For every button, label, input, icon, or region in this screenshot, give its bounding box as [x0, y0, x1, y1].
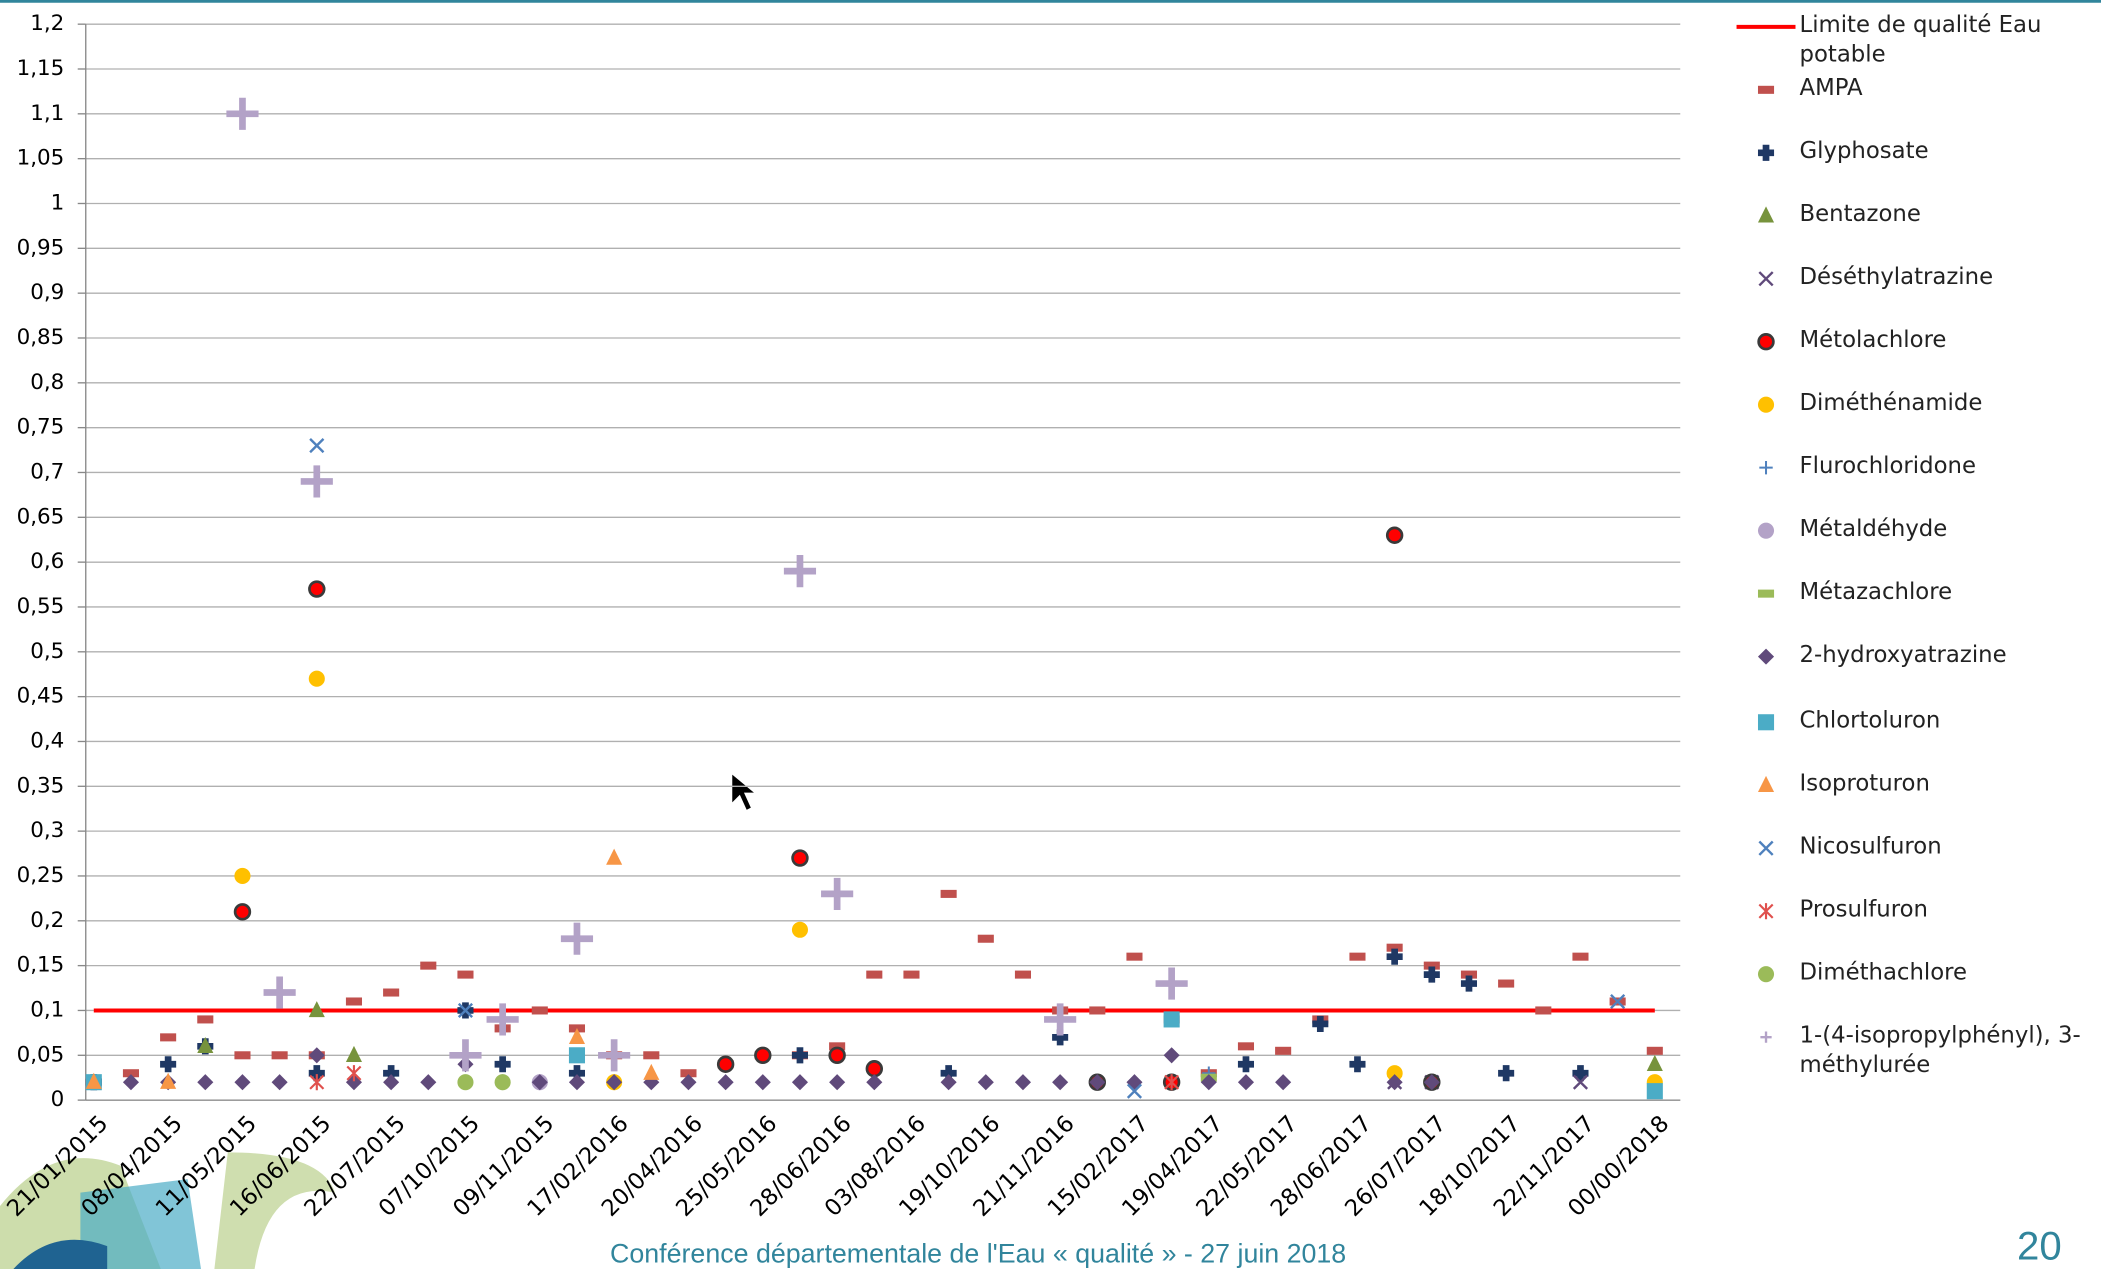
marker-dash [1758, 86, 1774, 94]
marker-circle [1758, 523, 1774, 539]
legend-label: AMPA [1800, 74, 2088, 103]
y-tick-label: 0,7 [30, 459, 64, 484]
marker-dash [978, 935, 994, 943]
y-tick-label: 0,9 [30, 280, 64, 305]
y-tick-label: 0,15 [17, 953, 65, 978]
legend-label: 1-(4-isopropylphényl), 3-méthylurée [1800, 1021, 2088, 1080]
footer: Conférence départementale de l'Eau « qua… [610, 1239, 1346, 1269]
legend-label: Métaldéhyde [1800, 515, 2088, 544]
marker-dash [903, 971, 919, 979]
marker-circle [495, 1074, 511, 1090]
legend-label: Diméthénamide [1800, 389, 2088, 418]
legend-label: Flurochloridone [1800, 452, 2088, 481]
marker-dash [234, 1051, 250, 1059]
marker-circle-outline [1759, 334, 1774, 349]
page-number: 20 [2017, 1223, 2062, 1268]
marker-circle-outline [793, 851, 808, 866]
marker-dash [1275, 1047, 1291, 1055]
y-tick-label: 1,15 [17, 56, 65, 81]
marker-dash [1238, 1042, 1254, 1050]
y-tick-label: 0,8 [30, 370, 64, 395]
marker-dash [1498, 980, 1514, 988]
marker-dash [1015, 971, 1031, 979]
legend-label: Bentazone [1800, 200, 2088, 229]
y-tick-label: 1,1 [30, 101, 64, 126]
legend-item: 1-(4-isopropylphényl), 3-méthylurée [1760, 1021, 2087, 1101]
marker-dash [866, 971, 882, 979]
marker-circle-outline [309, 582, 324, 597]
y-tick-label: 0,3 [30, 818, 64, 843]
y-tick-label: 0,65 [17, 504, 65, 529]
y-tick-label: 0,25 [17, 863, 65, 888]
legend-label: Glyphosate [1800, 137, 2088, 166]
marker-dash [941, 890, 957, 898]
marker-square [1758, 714, 1774, 730]
y-tick-label: 0,75 [17, 415, 65, 440]
y-tick-label: 0,95 [17, 235, 65, 260]
marker-circle-outline [235, 904, 250, 919]
y-tick-label: 0,35 [17, 773, 65, 798]
y-tick-label: 0,1 [30, 997, 64, 1022]
slide: Conférence départementale de l'Eau « qua… [0, 0, 2101, 1269]
marker-dash [420, 962, 436, 970]
marker-dash [457, 971, 473, 979]
y-tick-label: 1,05 [17, 146, 65, 171]
marker-circle-outline [755, 1048, 770, 1063]
marker-square [1164, 1011, 1180, 1027]
marker-dash [272, 1051, 288, 1059]
marker-circle-outline [830, 1048, 845, 1063]
legend-label: Prosulfuron [1800, 895, 2088, 924]
marker-dash [643, 1051, 659, 1059]
y-tick-label: 0 [51, 1087, 65, 1112]
legend-label: Chlortoluron [1800, 706, 2088, 735]
legend-label: 2-hydroxyatrazine [1800, 641, 2088, 670]
marker-dash [346, 997, 362, 1005]
marker-circle [792, 922, 808, 938]
y-tick-label: 0,05 [17, 1042, 65, 1067]
marker-dash [532, 1006, 548, 1014]
marker-circle [234, 868, 250, 884]
marker-dash [197, 1015, 213, 1023]
marker-circle-outline [1387, 528, 1402, 543]
marker-dash [1349, 953, 1365, 961]
y-tick-label: 0,45 [17, 684, 65, 709]
y-tick-label: 0,4 [30, 728, 64, 753]
y-tick-label: 1 [51, 190, 65, 215]
marker-dash [1647, 1047, 1663, 1055]
marker-dash [1758, 590, 1774, 598]
marker-dash [383, 989, 399, 997]
marker-dash [1535, 1006, 1551, 1014]
legend-label: Déséthylatrazine [1800, 263, 2088, 292]
marker-circle-outline [867, 1061, 882, 1076]
y-tick-label: 1,2 [30, 11, 64, 36]
marker-dash [1126, 953, 1142, 961]
marker-circle [1758, 397, 1774, 413]
marker-dash [1089, 1006, 1105, 1014]
marker-dash [1572, 953, 1588, 961]
y-tick-label: 0,2 [30, 908, 64, 933]
legend-label: Isoproturon [1800, 769, 2088, 798]
y-tick-label: 0,5 [30, 639, 64, 664]
y-tick-label: 0,6 [30, 549, 64, 574]
marker-dash [160, 1033, 176, 1041]
y-tick-label: 0,55 [17, 594, 65, 619]
y-tick-label: 0,85 [17, 325, 65, 350]
marker-circle-outline [718, 1057, 733, 1072]
marker-circle [1758, 966, 1774, 982]
legend-label-box: 1-(4-isopropylphényl), 3-méthylurée [1800, 1021, 2088, 1101]
legend-label: Nicosulfuron [1800, 832, 2088, 861]
legend-label: Diméthachlore [1800, 958, 2088, 987]
legend-label: Métazachlore [1800, 578, 2088, 607]
marker-circle [457, 1074, 473, 1090]
marker-square [569, 1047, 585, 1063]
legend-label: Métolachlore [1800, 326, 2088, 355]
marker-square [1647, 1083, 1663, 1099]
marker-circle [309, 671, 325, 687]
legend-label: Limite de qualité Eau potable [1800, 11, 2088, 70]
